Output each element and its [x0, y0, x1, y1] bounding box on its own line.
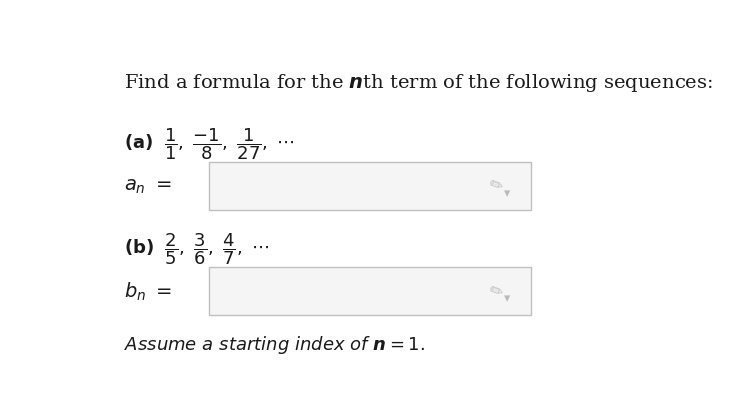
Text: ✏: ✏: [486, 279, 506, 301]
Bar: [209, 162, 531, 210]
Text: $\it{Assume\ a\ starting\ index\ of}\ \boldsymbol{n} = 1.$: $\it{Assume\ a\ starting\ index\ of}\ \b…: [124, 333, 425, 355]
Text: ✏: ✏: [486, 174, 506, 195]
Text: Find a formula for the $\mathbfit{n}$th term of the following sequences:: Find a formula for the $\mathbfit{n}$th …: [124, 72, 713, 94]
Text: $\mathbf{(b)}$  $\dfrac{2}{5},\ \dfrac{3}{6},\ \dfrac{4}{7},\ \cdots$: $\mathbf{(b)}$ $\dfrac{2}{5},\ \dfrac{3}…: [124, 231, 269, 266]
Text: $b_n\ =$: $b_n\ =$: [124, 280, 172, 302]
Text: $a_n\ =$: $a_n\ =$: [124, 177, 172, 195]
Bar: [209, 267, 531, 315]
Text: $\mathbf{(a)}$  $\dfrac{1}{1},\ \dfrac{-1}{8},\ \dfrac{1}{27},\ \cdots$: $\mathbf{(a)}$ $\dfrac{1}{1},\ \dfrac{-1…: [124, 126, 295, 161]
Text: ▾: ▾: [504, 187, 511, 200]
Text: ▾: ▾: [504, 292, 511, 305]
